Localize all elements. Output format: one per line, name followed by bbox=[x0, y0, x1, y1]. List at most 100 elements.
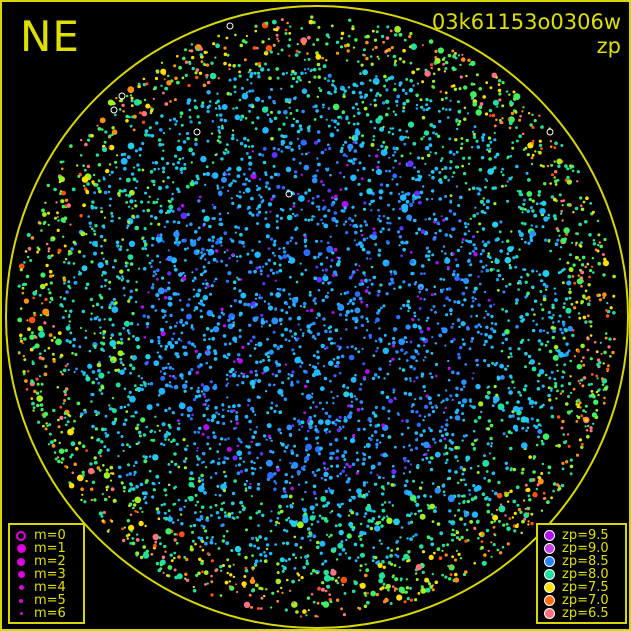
star-point bbox=[275, 465, 280, 469]
star-point bbox=[422, 419, 425, 422]
star-point bbox=[420, 585, 424, 589]
star-point bbox=[45, 242, 49, 246]
star-point bbox=[227, 189, 230, 192]
star-point bbox=[344, 436, 348, 440]
star-point bbox=[575, 420, 579, 423]
star-point bbox=[343, 592, 347, 595]
star-point bbox=[590, 373, 594, 376]
star-point bbox=[181, 157, 185, 160]
star-point bbox=[306, 379, 310, 384]
star-point bbox=[196, 449, 199, 452]
star-point bbox=[268, 76, 272, 80]
star-point bbox=[307, 527, 311, 531]
star-point bbox=[422, 385, 426, 389]
star-point bbox=[510, 101, 514, 106]
star-point bbox=[482, 197, 485, 200]
star-point bbox=[338, 552, 342, 556]
star-point bbox=[203, 570, 209, 576]
star-point bbox=[471, 511, 479, 518]
star-point bbox=[285, 166, 292, 173]
star-point bbox=[506, 199, 510, 203]
star-point bbox=[174, 485, 178, 489]
star-point bbox=[66, 420, 70, 424]
star-point bbox=[160, 114, 164, 118]
star-point bbox=[470, 304, 474, 308]
star-point bbox=[322, 183, 325, 187]
star-point bbox=[288, 106, 291, 109]
star-point bbox=[196, 500, 200, 504]
star-point bbox=[44, 427, 48, 431]
star-point bbox=[177, 240, 181, 245]
star-point bbox=[285, 302, 289, 306]
star-point bbox=[375, 317, 380, 323]
star-point bbox=[206, 139, 210, 143]
star-point bbox=[317, 208, 321, 211]
star-point bbox=[289, 275, 292, 279]
star-point bbox=[209, 380, 213, 384]
star-point bbox=[151, 283, 155, 286]
star-point bbox=[474, 325, 478, 329]
star-point bbox=[444, 91, 448, 95]
star-point bbox=[211, 172, 219, 179]
star-point bbox=[255, 207, 259, 211]
star-point bbox=[254, 297, 258, 300]
star-point bbox=[197, 479, 201, 483]
star-point bbox=[70, 453, 74, 457]
star-point bbox=[253, 347, 257, 350]
star-point bbox=[289, 297, 292, 300]
star-point bbox=[459, 75, 463, 79]
star-point bbox=[290, 84, 294, 88]
star-point bbox=[152, 200, 156, 205]
star-point bbox=[278, 268, 283, 273]
star-point bbox=[539, 279, 543, 283]
star-point bbox=[110, 301, 115, 305]
star-point bbox=[454, 165, 459, 169]
star-point bbox=[499, 121, 502, 125]
star-point bbox=[548, 398, 552, 402]
star-point bbox=[166, 74, 170, 78]
star-point bbox=[461, 439, 464, 442]
star-point bbox=[378, 93, 382, 97]
star-point bbox=[305, 152, 308, 156]
star-point bbox=[236, 444, 240, 448]
star-point bbox=[500, 349, 504, 353]
star-point bbox=[584, 404, 588, 408]
star-point bbox=[161, 276, 165, 280]
star-point bbox=[320, 218, 323, 222]
star-point bbox=[261, 99, 264, 103]
star-point bbox=[74, 352, 78, 357]
star-point bbox=[474, 297, 477, 301]
star-point bbox=[562, 354, 566, 357]
star-point bbox=[520, 419, 524, 423]
star-point bbox=[473, 561, 477, 565]
star-point bbox=[487, 334, 493, 340]
star-point bbox=[405, 351, 408, 354]
star-point bbox=[200, 524, 203, 527]
star-point bbox=[544, 373, 548, 377]
star-point bbox=[470, 315, 473, 318]
star-point bbox=[416, 463, 420, 468]
star-point bbox=[593, 340, 597, 344]
star-point bbox=[431, 197, 434, 201]
star-point bbox=[160, 68, 167, 75]
star-point bbox=[176, 161, 180, 165]
star-point bbox=[414, 533, 418, 537]
star-point bbox=[57, 418, 60, 422]
star-point bbox=[96, 362, 102, 368]
star-point bbox=[319, 386, 325, 392]
star-point bbox=[293, 336, 297, 340]
star-point bbox=[346, 49, 350, 53]
star-point bbox=[223, 456, 227, 460]
star-point bbox=[390, 277, 394, 282]
star-point bbox=[121, 527, 124, 531]
star-point bbox=[244, 568, 249, 573]
star-point bbox=[487, 419, 492, 423]
star-point bbox=[158, 355, 162, 358]
star-point bbox=[18, 263, 25, 270]
star-point bbox=[156, 351, 160, 354]
star-point bbox=[315, 51, 319, 55]
star-point bbox=[266, 423, 272, 429]
star-point bbox=[591, 412, 598, 418]
star-point bbox=[237, 63, 241, 68]
star-point bbox=[387, 48, 392, 52]
